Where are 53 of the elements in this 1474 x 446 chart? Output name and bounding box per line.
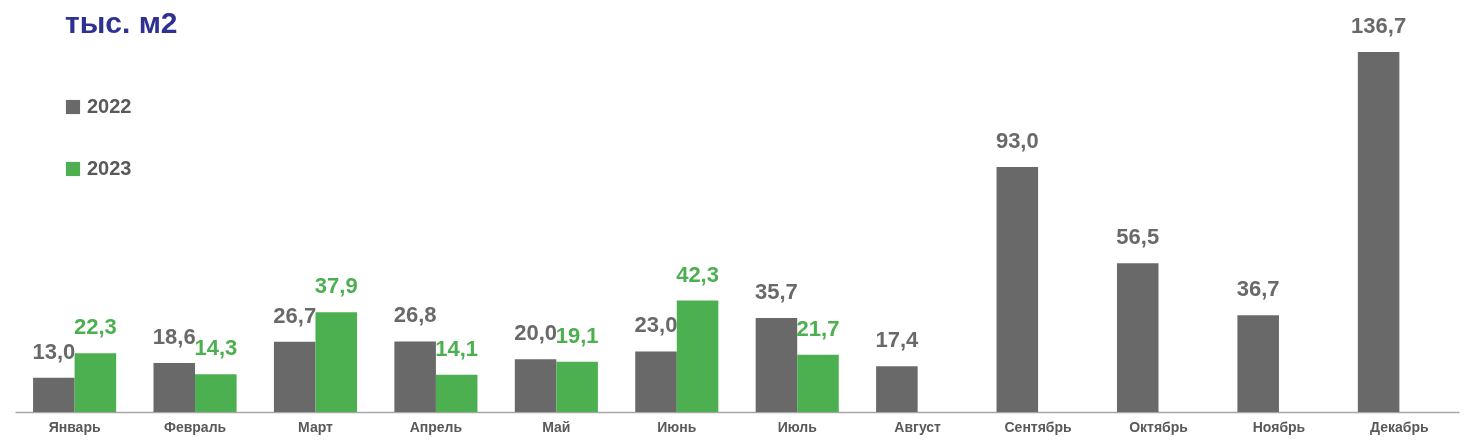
- data-label: 35,7: [755, 278, 798, 304]
- data-label: 56,5: [1116, 224, 1160, 250]
- data-label: 36,7: [1236, 276, 1280, 302]
- bar: [153, 363, 196, 412]
- x-tick-label: Июль: [777, 418, 818, 435]
- x-tick-label: Январь: [48, 418, 101, 435]
- data-label: 42,3: [676, 261, 719, 287]
- bar: [1237, 315, 1279, 412]
- bar: [876, 366, 918, 412]
- data-label: 37,9: [314, 273, 358, 299]
- data-label: 20,0: [514, 320, 557, 346]
- bar: [1357, 52, 1400, 412]
- bar: [755, 317, 798, 412]
- data-label: 19,1: [555, 322, 599, 348]
- data-label: 14,3: [194, 335, 238, 361]
- legend-label: 2022: [87, 95, 132, 117]
- bar: [797, 354, 839, 412]
- data-label: 136,7: [1351, 13, 1407, 38]
- x-tick-label: Декабрь: [1370, 418, 1430, 435]
- x-tick-label: Сентябрь: [1004, 418, 1073, 435]
- bar: [195, 374, 237, 412]
- data-label: 93,0: [995, 128, 1039, 154]
- x-tick-label: Август: [894, 418, 942, 435]
- bar: [676, 300, 719, 412]
- data-label: 22,3: [73, 314, 117, 340]
- x-tick-label: Февраль: [163, 418, 227, 435]
- data-label: 18,6: [152, 324, 196, 350]
- data-label: 21,7: [796, 315, 840, 341]
- data-label: 14,1: [435, 335, 479, 361]
- bar: [74, 353, 117, 412]
- bar: [514, 359, 557, 412]
- bar: [33, 377, 75, 412]
- bar: [996, 167, 1039, 412]
- x-tick-label: Октябрь: [1129, 418, 1189, 435]
- bar: [315, 312, 358, 412]
- chart-title: тыс. м2: [65, 6, 178, 39]
- data-label: 23,0: [634, 312, 678, 338]
- bar: [394, 341, 436, 412]
- bar: [273, 341, 316, 412]
- bar: [635, 351, 677, 412]
- data-label: 26,8: [393, 302, 437, 328]
- data-label: 17,4: [875, 327, 920, 353]
- bar: [1116, 263, 1159, 412]
- bar: [556, 361, 598, 412]
- x-tick-label: Апрель: [409, 418, 463, 435]
- x-tick-label: Июнь: [657, 418, 697, 435]
- x-tick-label: Март: [298, 418, 334, 435]
- data-label: 13,0: [32, 338, 76, 364]
- x-tick-label: Ноябрь: [1252, 418, 1306, 435]
- bar: [435, 374, 478, 412]
- x-tick-label: Май: [542, 418, 571, 435]
- data-label: 26,7: [273, 302, 317, 328]
- legend-label: 2023: [87, 157, 132, 179]
